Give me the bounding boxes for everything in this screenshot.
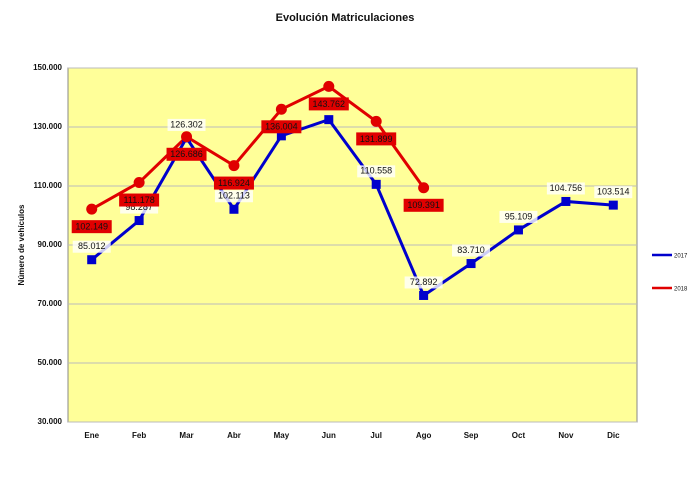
x-tick-label: Ago <box>416 431 432 440</box>
x-tick-label: May <box>274 431 290 440</box>
label-box <box>119 193 160 207</box>
data-label: 102.149 <box>75 222 108 232</box>
point <box>466 259 476 269</box>
data-label: 95.109 <box>505 211 533 221</box>
label-box <box>452 244 491 257</box>
data-label: 126.302 <box>170 119 203 129</box>
point <box>276 131 286 141</box>
y-tick-label: 50.000 <box>38 358 63 367</box>
legend-label: 2017 <box>674 254 688 260</box>
y-tick-label: 90.000 <box>38 240 63 249</box>
label-box <box>261 120 302 134</box>
point <box>418 182 430 194</box>
label-box <box>213 176 254 190</box>
data-label: 131.899 <box>360 134 393 144</box>
data-label: 98.287 <box>125 202 153 212</box>
data-label: 136.004 <box>265 122 298 132</box>
y-tick-label: 30.000 <box>38 417 63 426</box>
point <box>181 131 193 143</box>
series-line <box>90 84 425 211</box>
data-label: 72.892 <box>410 277 438 287</box>
x-tick-label: Dic <box>607 431 620 440</box>
point <box>87 255 97 265</box>
y-tick-label: 70.000 <box>38 299 63 308</box>
x-tick-label: Jun <box>322 431 336 440</box>
label-box <box>308 97 349 111</box>
label-box <box>167 118 206 131</box>
point <box>229 204 239 214</box>
data-label: 102.113 <box>218 191 250 201</box>
label-box <box>214 190 253 203</box>
label-box <box>403 198 444 212</box>
y-tick-label: 110.000 <box>34 181 63 190</box>
point <box>86 203 98 215</box>
x-tick-label: Jul <box>370 431 382 440</box>
label-box <box>499 210 538 223</box>
legend-label: 2018 <box>674 287 688 293</box>
data-label: 83.710 <box>457 245 485 255</box>
point <box>371 179 381 189</box>
x-tick-label: Ene <box>84 431 99 440</box>
point <box>228 160 240 172</box>
data-label: 103.514 <box>597 187 630 197</box>
y-tick-label: 150.000 <box>33 63 62 72</box>
label-box <box>166 147 207 161</box>
label-box <box>357 165 396 178</box>
data-label: 109.391 <box>407 200 440 210</box>
data-label: 85.012 <box>78 241 106 251</box>
y-axis-label: Número de vehículos <box>17 204 26 285</box>
label-box <box>356 132 397 146</box>
y-tick-label: 130.000 <box>33 122 62 131</box>
data-label: 111.178 <box>124 195 155 205</box>
point <box>133 177 145 189</box>
data-label: 143.762 <box>313 99 346 109</box>
x-tick-label: Nov <box>558 431 574 440</box>
point <box>323 80 335 92</box>
data-label: 104.756 <box>550 183 583 193</box>
x-tick-label: Feb <box>132 431 146 440</box>
chart-title: Evolución Matriculaciones <box>276 12 415 24</box>
point <box>608 200 618 210</box>
label-box <box>546 182 585 195</box>
label-box <box>594 186 633 199</box>
label-box <box>72 240 111 253</box>
data-label: 110.558 <box>360 166 392 176</box>
point <box>513 225 523 235</box>
x-tick-label: Abr <box>227 431 241 440</box>
point <box>275 103 287 115</box>
point <box>419 290 429 300</box>
data-label: 126.686 <box>170 149 203 159</box>
point <box>561 196 571 206</box>
x-tick-label: Oct <box>512 431 526 440</box>
point <box>324 115 334 125</box>
label-box <box>404 276 443 289</box>
data-label: 116.924 <box>218 178 250 188</box>
point <box>370 115 382 127</box>
x-tick-label: Mar <box>179 431 193 440</box>
label-box <box>71 220 112 234</box>
x-tick-label: Sep <box>464 431 479 440</box>
point <box>134 216 144 226</box>
